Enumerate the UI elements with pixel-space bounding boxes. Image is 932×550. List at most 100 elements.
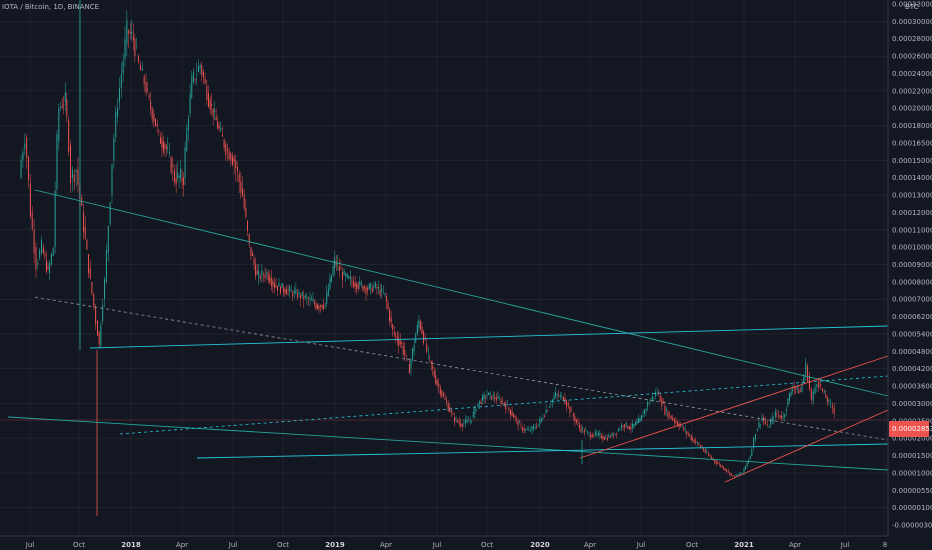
candle-body xyxy=(50,253,52,265)
dashed-rising-line[interactable] xyxy=(119,375,889,435)
candle-body xyxy=(798,389,800,394)
x-tick-label: Apr xyxy=(176,541,188,549)
candle-body xyxy=(743,467,745,473)
candle-body xyxy=(33,229,35,254)
candle-body xyxy=(458,421,460,424)
candle-body xyxy=(741,473,743,474)
candle-body xyxy=(730,473,732,475)
candle-body xyxy=(237,167,239,171)
candle-body xyxy=(706,451,708,453)
candle-body xyxy=(233,157,235,163)
y-tick-label: 0.00024000 xyxy=(892,70,932,78)
candle-body xyxy=(77,168,79,185)
candle-body xyxy=(729,472,731,476)
candle-body xyxy=(343,270,345,275)
candle-body xyxy=(275,285,277,288)
candle-body xyxy=(766,424,768,425)
candle-body xyxy=(625,422,627,425)
candle-body xyxy=(519,422,521,424)
candle-body xyxy=(378,287,380,289)
candle-body xyxy=(745,465,747,470)
candle-body xyxy=(231,155,233,166)
candle-body xyxy=(429,356,431,357)
candle-body xyxy=(673,419,675,423)
candle-body xyxy=(330,275,332,282)
candle-body xyxy=(603,437,605,440)
candle-body xyxy=(192,72,194,83)
candle-body xyxy=(401,343,403,345)
bottom-support-line[interactable] xyxy=(196,443,889,459)
candle-body xyxy=(704,450,706,453)
candle-body xyxy=(402,345,404,354)
candle-body xyxy=(698,443,700,445)
candle-body xyxy=(643,409,645,414)
candle-body xyxy=(132,36,134,40)
candle-body xyxy=(442,394,444,397)
channel-upper-line[interactable] xyxy=(579,355,889,459)
candle-body xyxy=(371,288,373,293)
y-tick-label: 0.00032000 xyxy=(892,1,932,9)
candle-body xyxy=(464,419,466,424)
long-downtrend-line[interactable] xyxy=(34,189,889,397)
candle-body xyxy=(539,419,541,425)
candle-body xyxy=(469,421,471,422)
candle-body xyxy=(102,305,104,321)
candle-body xyxy=(276,285,278,291)
candle-body xyxy=(749,456,751,460)
candle-body xyxy=(26,137,28,158)
candle-body xyxy=(526,429,528,431)
candle-body xyxy=(354,282,356,288)
trend-drawings[interactable] xyxy=(7,0,889,483)
candle-body xyxy=(659,395,661,402)
candle-body xyxy=(755,433,757,440)
candle-body xyxy=(689,434,691,436)
candle-body xyxy=(393,331,395,334)
candle-body xyxy=(164,144,166,149)
candle-body xyxy=(41,240,43,253)
horizontal-support-line[interactable] xyxy=(89,325,889,349)
y-tick-label: 0.00013000 xyxy=(892,192,932,200)
candle-body xyxy=(206,85,208,101)
candle-body xyxy=(711,456,713,459)
lower-downtrend-line[interactable] xyxy=(7,416,889,471)
candle-body xyxy=(648,402,650,404)
candle-body xyxy=(826,397,828,403)
candle-body xyxy=(61,106,63,108)
candle-body xyxy=(267,273,269,281)
candle-body xyxy=(540,418,542,422)
y-tick-label: 0.00016500 xyxy=(892,139,932,147)
candle-body xyxy=(353,281,355,288)
candle-body xyxy=(790,391,792,396)
candle-body xyxy=(75,170,77,172)
dashed-diagonal-line[interactable] xyxy=(34,296,889,441)
x-tick-label: Oct xyxy=(277,541,289,549)
candle-body xyxy=(398,338,400,346)
candle-body xyxy=(517,420,519,426)
candle-body xyxy=(784,414,786,418)
candle-body xyxy=(453,417,455,422)
x-tick-label: 2020 xyxy=(530,541,550,549)
candle-body xyxy=(502,401,504,403)
candle-body xyxy=(58,108,60,142)
candle-body xyxy=(774,411,776,417)
candle-body xyxy=(395,333,397,336)
y-tick-label: 0.00000100 xyxy=(892,504,932,512)
candle-body xyxy=(189,94,191,114)
candle-body xyxy=(245,208,247,217)
channel-lower-line[interactable] xyxy=(724,409,889,483)
currency-label: BTC xyxy=(905,3,919,11)
candle-body xyxy=(807,365,809,382)
candle-body xyxy=(126,20,128,45)
chart-title: IOTA / Bitcoin, 1D, BINANCE xyxy=(2,3,99,11)
y-tick-label: 0.00010000 xyxy=(892,244,932,252)
candle-body xyxy=(307,298,309,300)
candle-body xyxy=(22,152,24,161)
candle-body xyxy=(70,144,72,184)
candle-body xyxy=(131,31,133,35)
candle-body xyxy=(580,427,582,432)
candle-body xyxy=(177,172,179,178)
candle-body xyxy=(658,391,660,394)
candle-body xyxy=(197,66,199,72)
